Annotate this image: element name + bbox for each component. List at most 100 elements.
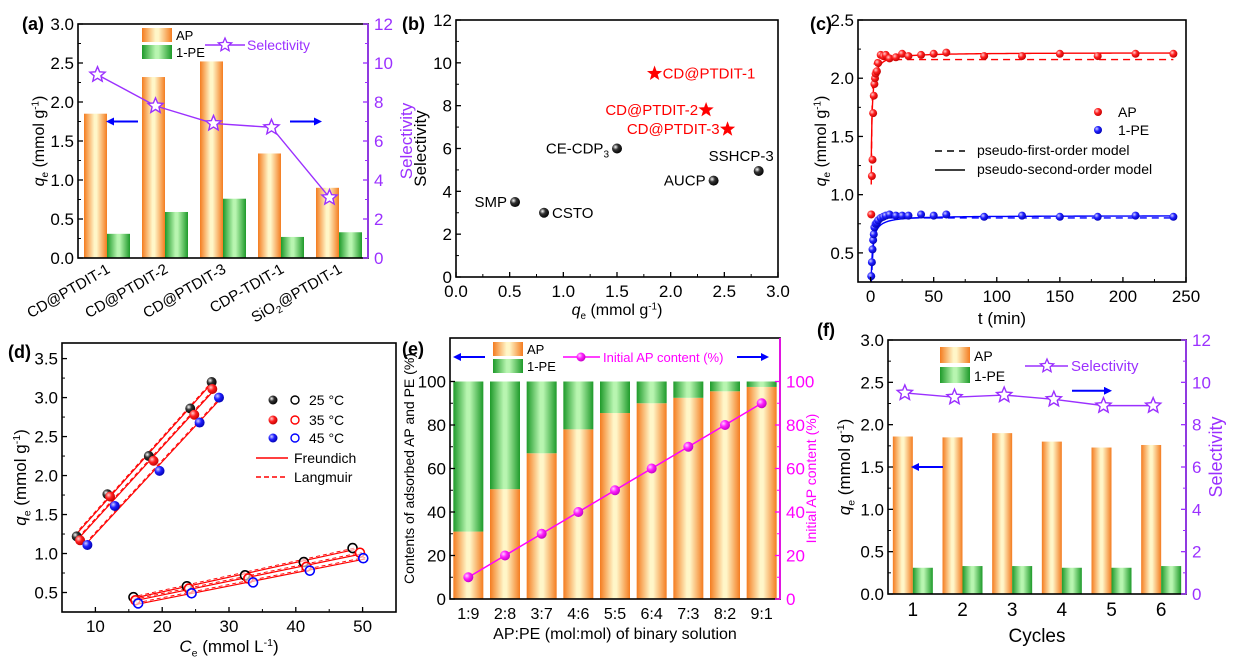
y-axis-label: Contents of adsorbed AP and PE (%) <box>401 353 417 584</box>
point-label-subscript: 3 <box>603 150 609 161</box>
x-tick-label: 6 <box>1156 600 1167 621</box>
panel-label: (b) <box>402 14 425 34</box>
bar-ap <box>84 113 107 258</box>
data-point <box>867 210 876 219</box>
point-sphere <box>753 165 764 176</box>
bar-1pe <box>223 198 246 258</box>
legend-label-initial-ap: Initial AP content (%) <box>603 350 723 365</box>
y-tick-label: 100 <box>418 373 446 392</box>
selectivity-marker <box>1044 389 1064 408</box>
x-category-label-part: SiO <box>248 299 278 326</box>
axis-label-symbol: q <box>572 302 581 319</box>
bar-ap <box>200 61 223 258</box>
x-tick-label: 40 <box>286 617 305 636</box>
x-category-label-part: @PTDIT-1 <box>275 261 345 311</box>
bar-ap <box>453 531 484 599</box>
data-point-filled <box>105 491 116 502</box>
axis-label-unit: (mmol g <box>813 110 830 172</box>
x-axis-label: qe (mmol g-1) <box>572 301 663 322</box>
bar-ap <box>490 489 520 599</box>
y-tick-label: 0.5 <box>830 244 854 263</box>
y-tick-label: 4 <box>443 182 452 201</box>
selectivity-marker <box>146 96 165 114</box>
axis-label-symbol: q <box>813 177 830 186</box>
x-tick-label: 8:2 <box>714 606 736 623</box>
panel-b: (b) 0 2 4 6 8 10 12 0.0 0.5 1.0 1.5 2.0 2.5 3.0 CD@PTDI… <box>402 11 790 322</box>
initial-ap-marker <box>646 463 657 474</box>
data-point <box>1131 49 1140 58</box>
x-tick-label: 6:4 <box>641 606 663 623</box>
initial-ap-marker <box>500 550 510 561</box>
y-tick-label: 20 <box>786 547 805 566</box>
y-tick-label: 100 <box>786 373 814 392</box>
selectivity-marker <box>945 387 964 406</box>
data-point <box>929 211 938 220</box>
x-tick-label: 150 <box>1046 287 1074 306</box>
y-tick-label: 12 <box>374 15 393 34</box>
axis-label-superscript: -1 <box>648 301 657 312</box>
y-tick-label: 2.5 <box>830 11 854 30</box>
legend-label-temperature: 35 °C <box>309 412 344 428</box>
legend-label-selectivity: Selectivity <box>1071 358 1139 375</box>
y-axis-label: qe (mmol g-1) <box>30 96 51 187</box>
panel-c: (c) 0.5 1.0 1.5 2.0 2.5 0 50 100 150 200 250 t (min)… <box>810 11 1200 328</box>
y-axis-label: qe (mmol g-1) <box>835 419 857 516</box>
x-tick-label: 1.0 <box>552 282 576 301</box>
y-tick-label: 3.0 <box>34 389 58 408</box>
plot-frame <box>857 19 1187 283</box>
x-tick-label: 1:9 <box>457 606 479 623</box>
point-label: CE-CDP3 <box>546 141 610 161</box>
y-tick-label: 1.5 <box>34 506 58 525</box>
bar-ap <box>673 397 704 599</box>
y-tick-label: 3.5 <box>34 350 58 369</box>
data-point <box>942 48 951 57</box>
data-point <box>1093 212 1102 221</box>
data-point-filled <box>154 465 165 476</box>
point-sphere <box>612 143 622 154</box>
data-point <box>868 155 877 164</box>
legend-label-freundlich: Freundich <box>294 450 356 466</box>
axis-label-superscript: -1 <box>835 424 847 434</box>
point-label: CSTO <box>552 205 593 222</box>
y-tick-label: 0 <box>437 590 446 609</box>
selectivity-marker <box>262 117 281 136</box>
x-axis-label: Cycles <box>1008 626 1065 647</box>
axis-label-symbol: q <box>11 516 30 526</box>
legend-label-selectivity: Selectivity <box>247 37 310 53</box>
x-tick-label: 3.0 <box>766 282 790 301</box>
data-point <box>980 212 989 221</box>
langmuir-fit-line <box>136 556 366 604</box>
point-label-text: CSTO <box>552 205 593 222</box>
initial-ap-marker <box>720 420 730 430</box>
bar-1pe <box>165 211 188 258</box>
legend-label-temperature: 25 °C <box>309 392 344 408</box>
bar-ap <box>316 187 339 258</box>
y-tick-label: 3.0 <box>860 331 884 350</box>
y-tick-label: 2.0 <box>860 416 884 435</box>
axis-label-unit: (mmol g <box>11 444 30 510</box>
axis-label-superscript: -1 <box>264 637 274 649</box>
bar-1pe <box>526 381 557 454</box>
legend-swatch-ap <box>493 342 523 356</box>
y-tick-label: 1.0 <box>860 500 884 519</box>
point-label-text: CD@PTDIT-1 <box>663 66 756 83</box>
x-tick-label: 2:8 <box>494 606 516 623</box>
bar-ap <box>942 437 963 594</box>
x-tick-label: 0.0 <box>444 282 468 301</box>
x-tick-label: 3 <box>1007 600 1018 621</box>
bar-1pe <box>710 381 740 392</box>
panel-f: (f)1 2 3 4 5 60.00.51.01.52.02.53.0024681012C… <box>817 320 1226 647</box>
selectivity-marker <box>994 385 1014 403</box>
bar-1pe <box>746 381 777 387</box>
point-sphere <box>708 175 719 186</box>
axis-label-superscript: -1 <box>812 100 823 109</box>
point-star <box>646 65 663 81</box>
point-label-text: SMP <box>475 194 508 211</box>
bar-ap <box>258 153 281 258</box>
axis-label-unit: (mmol L <box>197 637 263 656</box>
x-category-label-part: 2 <box>275 304 286 317</box>
y-tick-label: 0.0 <box>50 249 74 268</box>
legend-marker-filled <box>268 415 278 425</box>
legend-label-langmuir: Langmuir <box>294 469 353 485</box>
data-point <box>885 210 894 219</box>
